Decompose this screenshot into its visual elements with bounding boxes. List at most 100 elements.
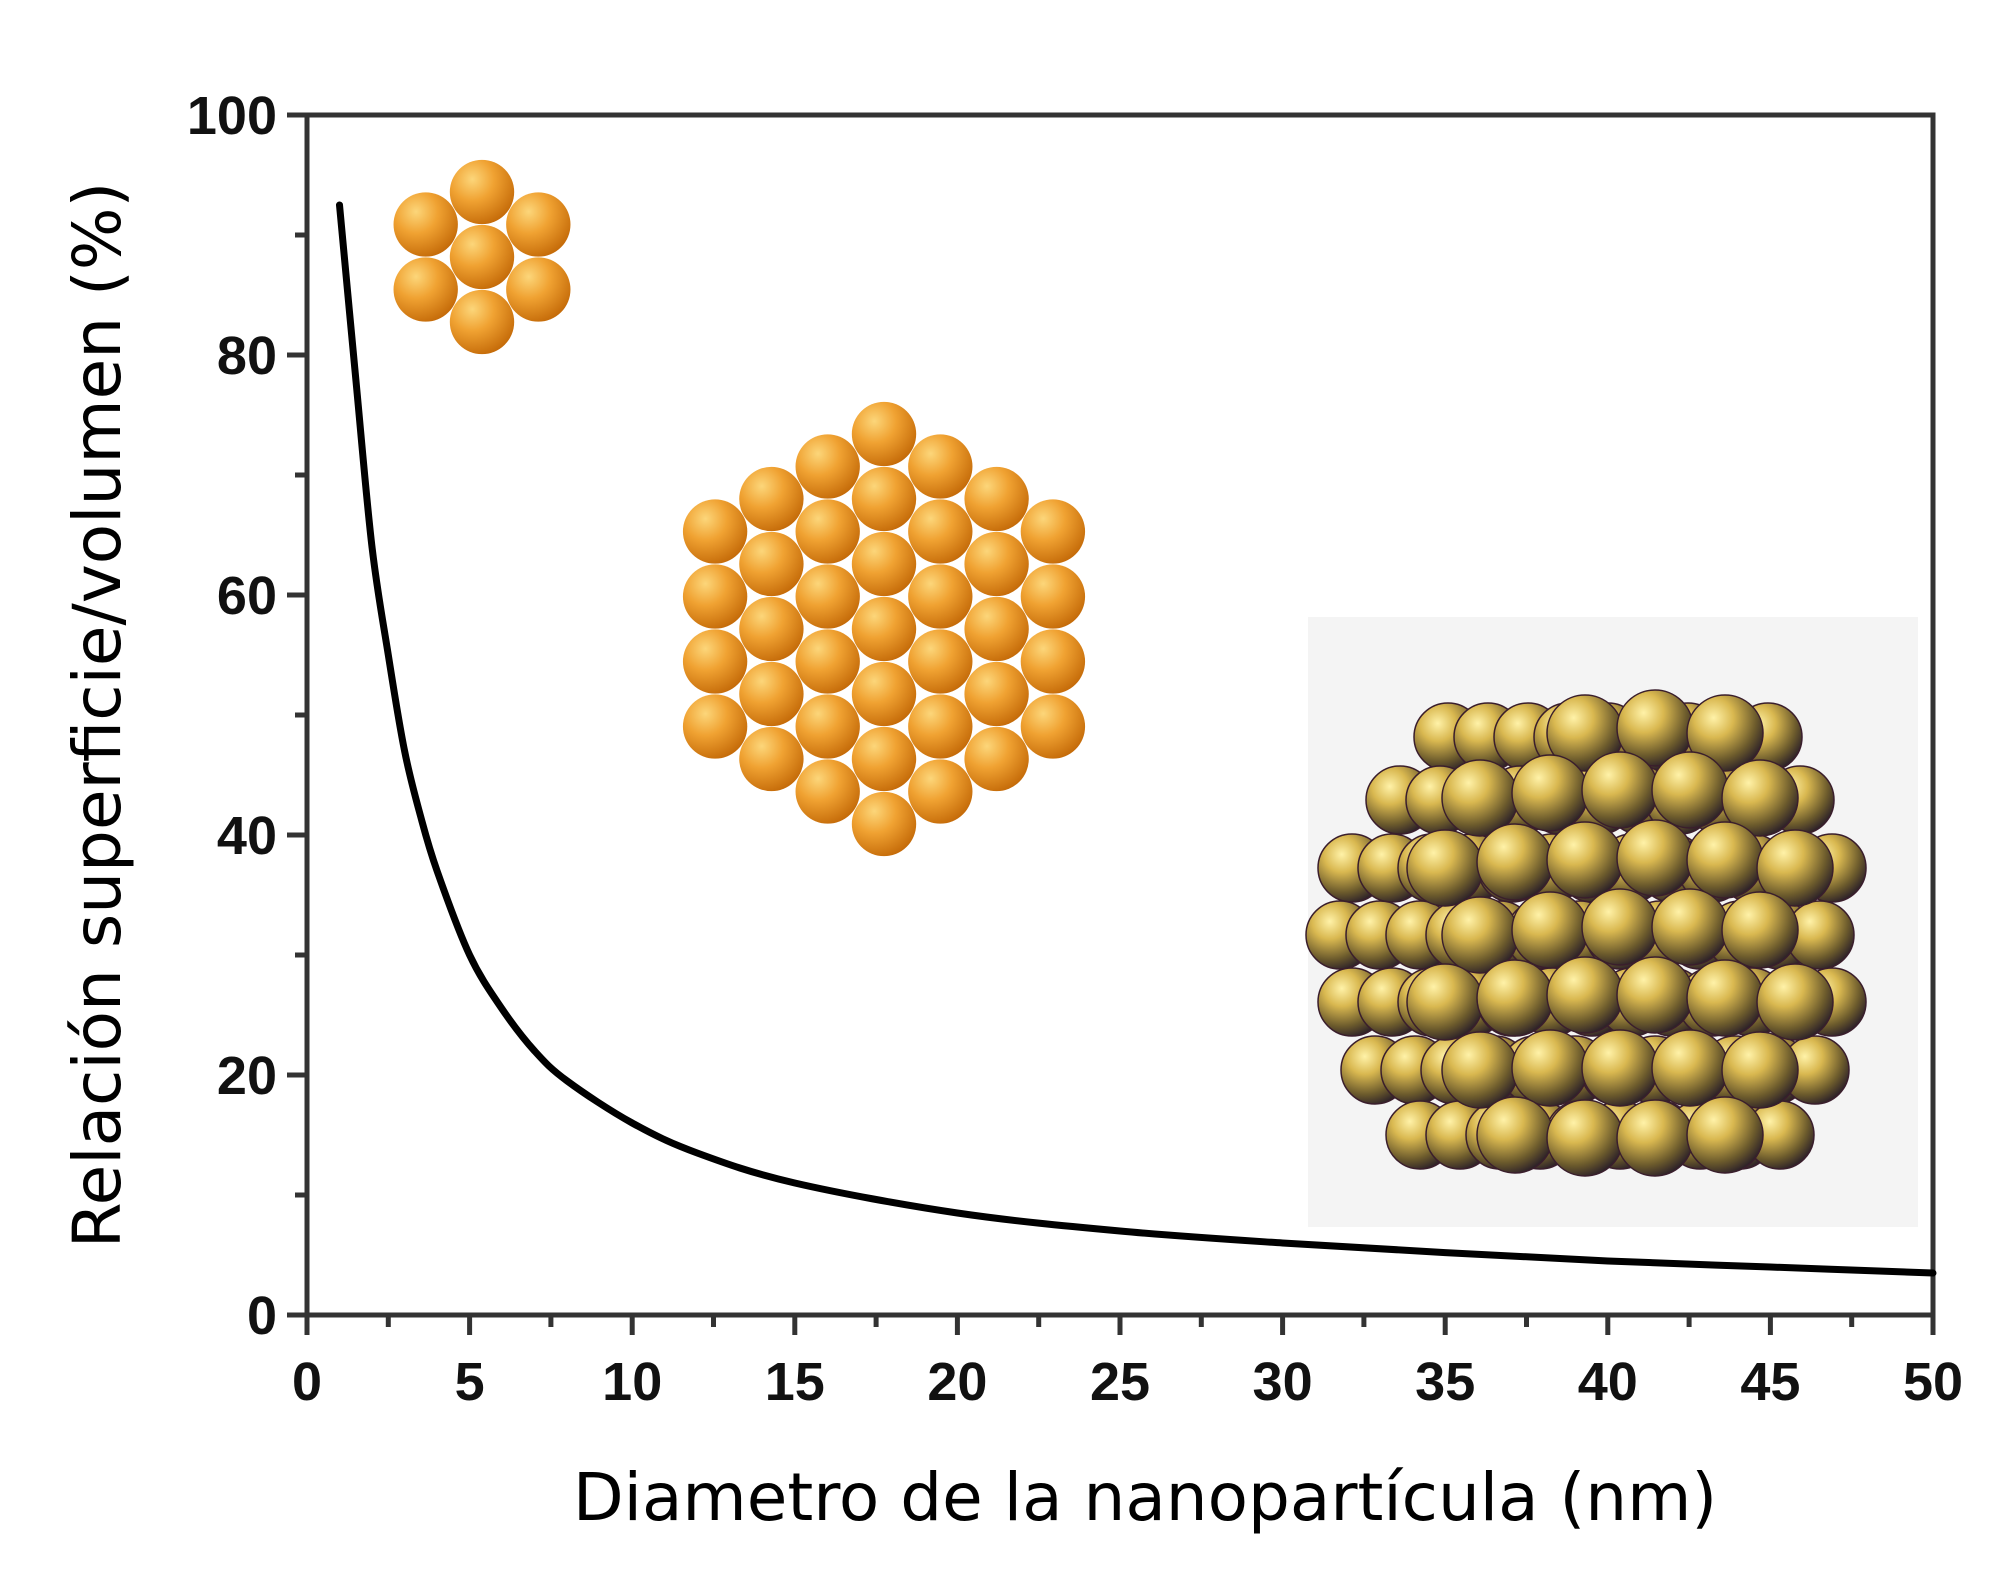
medium-cluster-illustration	[682, 401, 1086, 857]
cluster-atom	[1020, 694, 1086, 759]
cluster-atom	[393, 257, 458, 322]
y-tick-label: 60	[217, 566, 277, 626]
x-tick-label: 20	[927, 1352, 987, 1412]
y-tick-label: 80	[217, 326, 277, 386]
cluster-atom	[964, 726, 1029, 792]
y-axis-tick-labels: 0 20 40 60 80 100	[187, 86, 277, 1346]
cluster-atom	[739, 596, 804, 662]
cluster-atom	[851, 791, 917, 857]
x-tick-label: 45	[1740, 1352, 1800, 1412]
x-tick-label: 25	[1090, 1352, 1150, 1412]
cluster-atom	[1721, 759, 1799, 837]
cluster-atom	[1581, 1029, 1659, 1107]
cluster-atom	[1441, 1031, 1519, 1109]
cluster-atom	[739, 531, 804, 597]
cluster-atom	[908, 629, 973, 694]
y-tick-label: 0	[247, 1286, 277, 1346]
cluster-atom	[964, 596, 1029, 662]
cluster-atom	[1546, 821, 1624, 899]
cluster-atom	[851, 661, 917, 727]
cluster-atom	[1581, 751, 1659, 829]
cluster-atom	[795, 759, 860, 824]
cluster-atom	[1546, 956, 1624, 1034]
cluster-atom	[1651, 888, 1729, 966]
y-axis-title: Relación superficie/volumen (%)	[59, 182, 136, 1249]
cluster-atom	[1020, 499, 1086, 564]
cluster-atom	[1406, 829, 1484, 907]
cluster-atom	[506, 192, 571, 257]
cluster-atom	[1651, 1029, 1729, 1107]
small-cluster-illustration	[393, 159, 571, 355]
cluster-atom	[795, 434, 860, 499]
cluster-atom	[449, 224, 515, 290]
cluster-atom	[908, 499, 973, 564]
cluster-atom	[1511, 754, 1589, 832]
x-tick-label: 30	[1253, 1352, 1313, 1412]
y-axis-ticks	[287, 112, 307, 1318]
cluster-atom	[964, 661, 1029, 727]
cluster-atom	[851, 401, 917, 467]
x-axis-tick-labels: 0 5 10 15 20 25 30 35 40 45 50	[292, 1352, 1963, 1412]
x-tick-label: 35	[1415, 1352, 1475, 1412]
x-tick-label: 40	[1578, 1352, 1638, 1412]
cluster-atom	[908, 434, 973, 499]
cluster-atom	[1020, 629, 1086, 694]
cluster-atom	[506, 257, 571, 322]
cluster-atom	[851, 596, 917, 662]
cluster-atom	[851, 726, 917, 792]
cluster-atom	[1686, 694, 1764, 772]
cluster-atom	[851, 531, 917, 597]
cluster-atom	[1721, 891, 1799, 969]
cluster-atom	[449, 159, 515, 225]
cluster-atom	[1546, 1099, 1624, 1177]
large-cluster-illustration	[1305, 689, 1867, 1177]
cluster-atom	[1406, 963, 1484, 1041]
cluster-atom	[1476, 959, 1554, 1037]
cluster-atom	[795, 499, 860, 564]
cluster-atom	[964, 531, 1029, 597]
x-tick-label: 15	[765, 1352, 825, 1412]
y-tick-label: 20	[217, 1046, 277, 1106]
cluster-atom	[1686, 821, 1764, 899]
x-axis-title: Diametro de la nanopartícula (nm)	[573, 1459, 1717, 1536]
x-axis-ticks	[304, 1315, 1936, 1335]
cluster-atom	[908, 564, 973, 629]
cluster-atom	[682, 564, 748, 629]
cluster-atom	[1651, 751, 1729, 829]
cluster-atom	[1476, 823, 1554, 901]
series-line	[336, 201, 1937, 1277]
cluster-atom	[908, 759, 973, 824]
cluster-atom	[1616, 956, 1694, 1034]
cluster-atom	[1020, 564, 1086, 629]
cluster-atom	[1511, 891, 1589, 969]
cluster-atom	[739, 661, 804, 727]
cluster-atom	[795, 629, 860, 694]
cluster-atom	[682, 499, 748, 564]
cluster-atom	[1756, 963, 1834, 1041]
x-tick-label: 50	[1903, 1352, 1963, 1412]
cluster-atom	[1686, 959, 1764, 1037]
cluster-atom	[908, 694, 973, 759]
cluster-atom	[1581, 888, 1659, 966]
cluster-atom	[739, 726, 804, 792]
cluster-atom	[449, 289, 515, 355]
y-tick-label: 40	[217, 806, 277, 866]
cluster-atom	[1616, 819, 1694, 897]
cluster-atom	[795, 694, 860, 759]
cluster-atom	[964, 466, 1029, 532]
cluster-atom	[1686, 1096, 1764, 1174]
cluster-atom	[1476, 1096, 1554, 1174]
x-tick-label: 5	[455, 1352, 485, 1412]
cluster-atom	[851, 466, 917, 532]
cluster-atom	[1616, 1099, 1694, 1177]
x-tick-label: 10	[602, 1352, 662, 1412]
cluster-atom	[682, 629, 748, 694]
cluster-atom	[1721, 1031, 1799, 1109]
cluster-atom	[393, 192, 458, 257]
cluster-atom	[1511, 1029, 1589, 1107]
y-tick-label: 100	[187, 86, 277, 146]
cluster-atom	[1756, 829, 1834, 907]
cluster-atom	[739, 466, 804, 532]
